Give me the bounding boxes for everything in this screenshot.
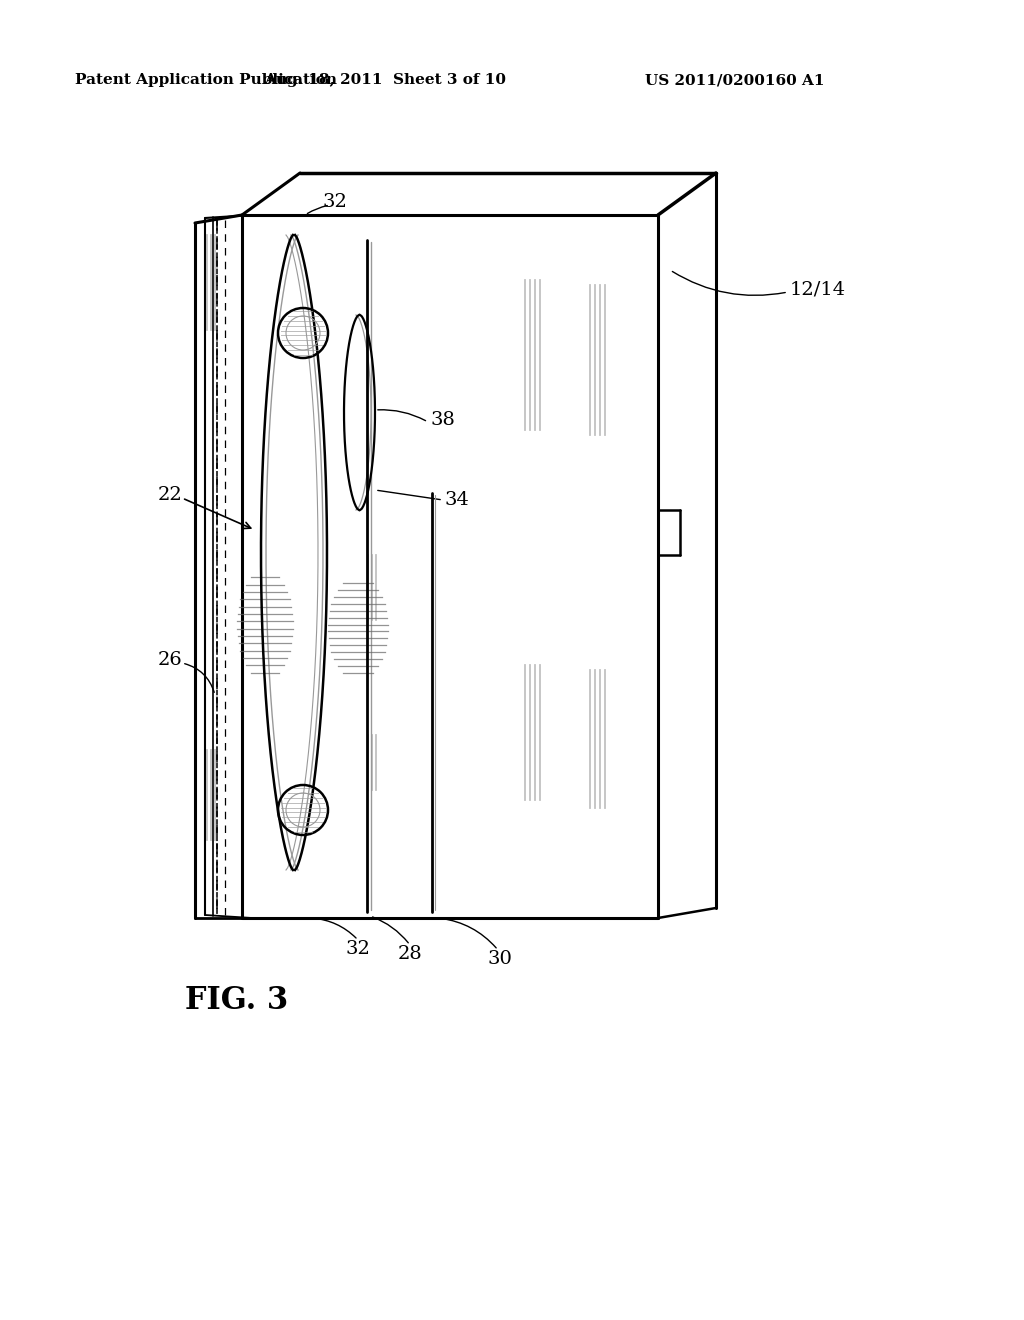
Text: 34: 34 xyxy=(445,491,470,510)
Text: 30: 30 xyxy=(487,950,512,968)
Text: FIG. 3: FIG. 3 xyxy=(185,985,288,1016)
Text: Aug. 18, 2011  Sheet 3 of 10: Aug. 18, 2011 Sheet 3 of 10 xyxy=(264,73,506,87)
Text: 32: 32 xyxy=(345,940,371,958)
Text: 12/14: 12/14 xyxy=(790,281,846,300)
Text: 32: 32 xyxy=(323,193,348,211)
Text: US 2011/0200160 A1: US 2011/0200160 A1 xyxy=(645,73,824,87)
Text: 28: 28 xyxy=(397,945,422,964)
Text: 22: 22 xyxy=(158,486,182,504)
Text: 26: 26 xyxy=(158,651,182,669)
Text: Patent Application Publication: Patent Application Publication xyxy=(75,73,337,87)
Text: 38: 38 xyxy=(430,411,455,429)
